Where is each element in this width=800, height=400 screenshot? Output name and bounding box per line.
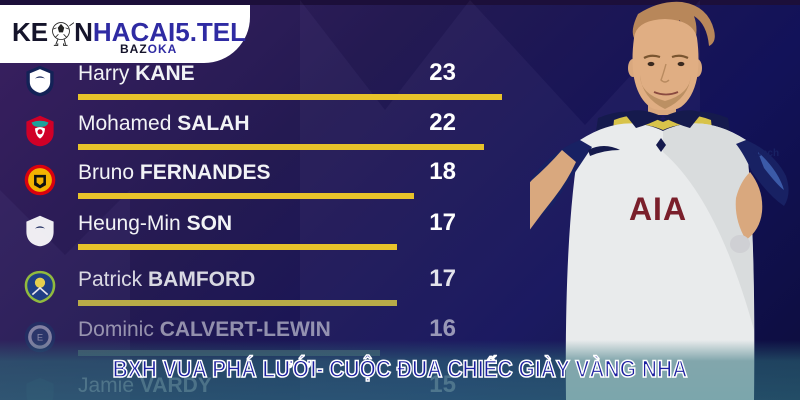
svg-text:cinch: cinch	[753, 148, 779, 159]
svg-text:AIA: AIA	[629, 191, 687, 227]
